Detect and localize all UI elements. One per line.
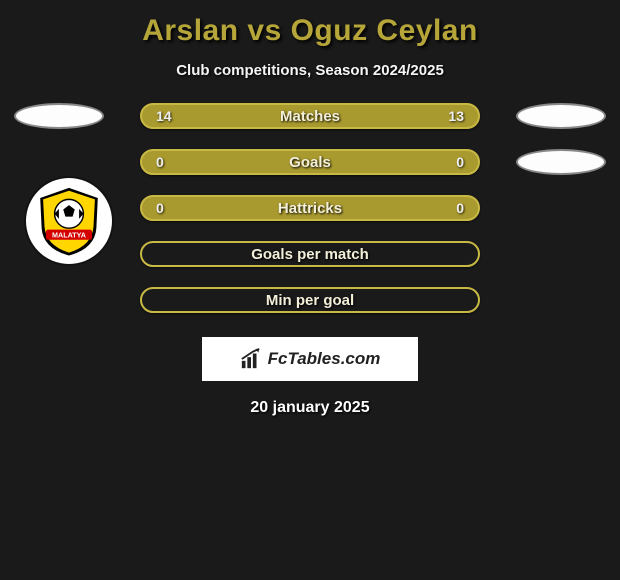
stat-left-value: 0 xyxy=(156,200,164,216)
club-crest: MALATYA xyxy=(26,178,112,264)
player-right-placeholder xyxy=(516,149,606,175)
snapshot-date: 20 january 2025 xyxy=(250,399,369,417)
stat-bar: 14 Matches 13 xyxy=(140,103,480,129)
crest-icon: MALATYA xyxy=(33,185,105,257)
stat-label: Hattricks xyxy=(278,200,342,217)
stat-bar: Goals per match xyxy=(140,241,480,267)
stat-label: Goals xyxy=(289,154,331,171)
stat-label: Min per goal xyxy=(266,292,354,309)
stat-right-value: 0 xyxy=(456,154,464,170)
watermark: FcTables.com xyxy=(202,337,418,381)
page-title: Arslan vs Oguz Ceylan xyxy=(142,14,478,48)
stat-left-value: 14 xyxy=(156,108,172,124)
stat-right-value: 13 xyxy=(448,108,464,124)
chart-icon xyxy=(240,348,262,370)
stat-row: 0 Goals 0 xyxy=(0,149,620,175)
stat-bar: 0 Goals 0 xyxy=(140,149,480,175)
stat-bar: 0 Hattricks 0 xyxy=(140,195,480,221)
stat-bar: Min per goal xyxy=(140,287,480,313)
subtitle: Club competitions, Season 2024/2025 xyxy=(176,62,444,79)
player-left-placeholder xyxy=(14,103,104,129)
stat-row: Min per goal xyxy=(0,287,620,313)
svg-text:MALATYA: MALATYA xyxy=(52,231,86,240)
stat-right-value: 0 xyxy=(456,200,464,216)
stat-label: Matches xyxy=(280,108,340,125)
player-right-placeholder xyxy=(516,103,606,129)
stat-row: 14 Matches 13 xyxy=(0,103,620,129)
comparison-card: Arslan vs Oguz Ceylan Club competitions,… xyxy=(0,0,620,417)
stat-label: Goals per match xyxy=(251,246,369,263)
watermark-text: FcTables.com xyxy=(268,349,381,369)
stat-left-value: 0 xyxy=(156,154,164,170)
